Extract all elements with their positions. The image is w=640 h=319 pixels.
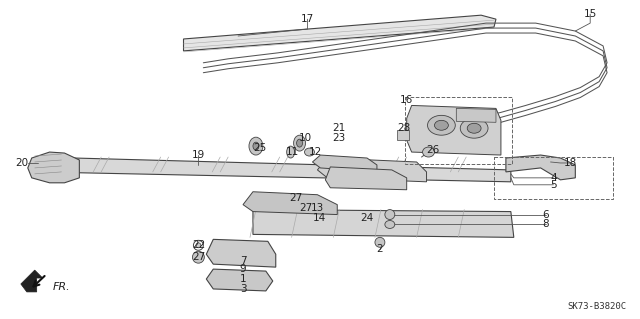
Ellipse shape bbox=[296, 139, 303, 147]
Polygon shape bbox=[206, 239, 276, 267]
Text: 12: 12 bbox=[309, 147, 322, 157]
Bar bbox=[404, 97, 512, 164]
Polygon shape bbox=[21, 270, 43, 292]
Ellipse shape bbox=[460, 118, 488, 138]
Polygon shape bbox=[506, 155, 575, 180]
Ellipse shape bbox=[467, 123, 481, 133]
Text: 16: 16 bbox=[400, 95, 413, 106]
Text: 15: 15 bbox=[584, 9, 597, 19]
Text: 18: 18 bbox=[564, 158, 577, 168]
Bar bbox=[494, 157, 613, 199]
Polygon shape bbox=[184, 15, 496, 51]
Ellipse shape bbox=[305, 148, 314, 156]
Text: 27: 27 bbox=[299, 203, 312, 212]
Text: 23: 23 bbox=[333, 133, 346, 143]
Text: 8: 8 bbox=[542, 219, 549, 229]
Polygon shape bbox=[38, 157, 511, 182]
Text: 26: 26 bbox=[426, 145, 439, 155]
Text: FR.: FR. bbox=[52, 282, 70, 292]
Text: 14: 14 bbox=[313, 212, 326, 223]
Ellipse shape bbox=[385, 220, 395, 228]
Ellipse shape bbox=[435, 120, 449, 130]
Text: 7: 7 bbox=[240, 256, 246, 266]
Ellipse shape bbox=[193, 240, 204, 250]
Text: 13: 13 bbox=[311, 203, 324, 212]
Ellipse shape bbox=[422, 147, 435, 157]
Text: 20: 20 bbox=[15, 158, 28, 168]
Text: 22: 22 bbox=[192, 240, 205, 250]
Ellipse shape bbox=[287, 146, 294, 158]
Polygon shape bbox=[28, 152, 79, 183]
Ellipse shape bbox=[385, 210, 395, 219]
Text: 27: 27 bbox=[289, 193, 302, 203]
Polygon shape bbox=[206, 269, 273, 291]
Ellipse shape bbox=[249, 137, 263, 155]
Polygon shape bbox=[456, 108, 496, 122]
Text: 9: 9 bbox=[240, 264, 246, 274]
Text: 25: 25 bbox=[253, 143, 266, 153]
Text: 17: 17 bbox=[301, 14, 314, 24]
Text: 27: 27 bbox=[192, 252, 205, 262]
Text: 6: 6 bbox=[542, 210, 549, 219]
Text: 5: 5 bbox=[550, 180, 557, 190]
Polygon shape bbox=[243, 192, 337, 215]
Polygon shape bbox=[406, 106, 501, 155]
Text: 1: 1 bbox=[240, 274, 246, 284]
Text: 10: 10 bbox=[299, 133, 312, 143]
Polygon shape bbox=[312, 155, 377, 172]
Ellipse shape bbox=[294, 135, 305, 151]
Text: 28: 28 bbox=[397, 123, 410, 133]
Polygon shape bbox=[397, 130, 409, 140]
Text: SK73-B3820C: SK73-B3820C bbox=[568, 302, 627, 311]
Text: 2: 2 bbox=[376, 244, 383, 254]
Ellipse shape bbox=[196, 243, 201, 248]
Text: 3: 3 bbox=[240, 284, 246, 294]
Text: 4: 4 bbox=[550, 173, 557, 183]
Ellipse shape bbox=[375, 237, 385, 247]
Polygon shape bbox=[325, 167, 406, 190]
Text: 11: 11 bbox=[286, 147, 300, 157]
Text: 21: 21 bbox=[333, 123, 346, 133]
Text: 19: 19 bbox=[192, 150, 205, 160]
Polygon shape bbox=[253, 210, 514, 237]
Ellipse shape bbox=[253, 142, 259, 150]
Ellipse shape bbox=[428, 115, 455, 135]
Text: 24: 24 bbox=[360, 212, 374, 223]
Ellipse shape bbox=[193, 251, 204, 263]
Polygon shape bbox=[317, 158, 426, 182]
